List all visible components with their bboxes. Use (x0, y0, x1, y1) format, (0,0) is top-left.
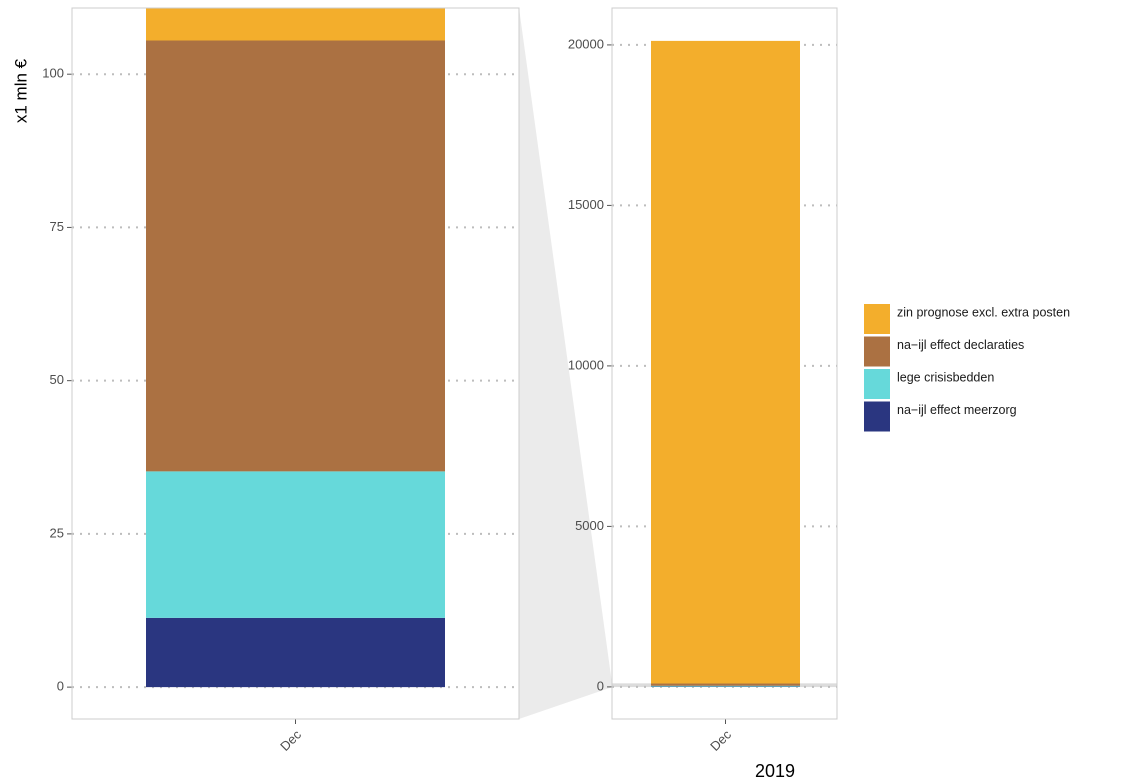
bar-segment (146, 40, 445, 472)
y-tick-label: 75 (50, 219, 64, 234)
y-tick-label: 100 (42, 66, 64, 81)
x-axis-title: 2019 (755, 761, 795, 781)
legend-label: lege crisisbedden (897, 370, 994, 384)
bar-segment (651, 685, 800, 687)
x-tick-label: Dec (277, 727, 304, 754)
bar-segment (146, 471, 445, 618)
plot-area (612, 40, 837, 688)
bar-segment (651, 683, 800, 686)
legend-swatch (864, 369, 890, 399)
bar-segment (146, 617, 445, 688)
y-tick-label: 25 (50, 525, 64, 540)
panel-border (611, 7, 838, 720)
y-tick-label: 10000 (568, 357, 604, 372)
panel-border (71, 7, 520, 720)
y-tick-label: 0 (597, 678, 604, 693)
plot-area (72, 8, 519, 689)
x-tick-label: Dec (707, 727, 734, 754)
legend-label: na−ijl effect declaraties (897, 338, 1024, 352)
bar-segment (146, 8, 445, 41)
legend-swatch (864, 304, 890, 334)
legend-label: na−ijl effect meerzorg (897, 403, 1017, 417)
legend-label: zin prognose excl. extra posten (897, 305, 1070, 319)
y-tick-label: 5000 (575, 518, 604, 533)
y-tick-label: 50 (50, 372, 64, 387)
zoom-wedge (519, 8, 612, 719)
y-tick-label: 15000 (568, 197, 604, 212)
legend-swatch (864, 336, 890, 367)
legend-swatch (864, 401, 890, 432)
bar-segment (651, 40, 800, 684)
y-axis-title: x1 mln € (11, 58, 30, 123)
y-tick-label: 20000 (568, 36, 604, 51)
y-tick-label: 0 (57, 679, 64, 694)
